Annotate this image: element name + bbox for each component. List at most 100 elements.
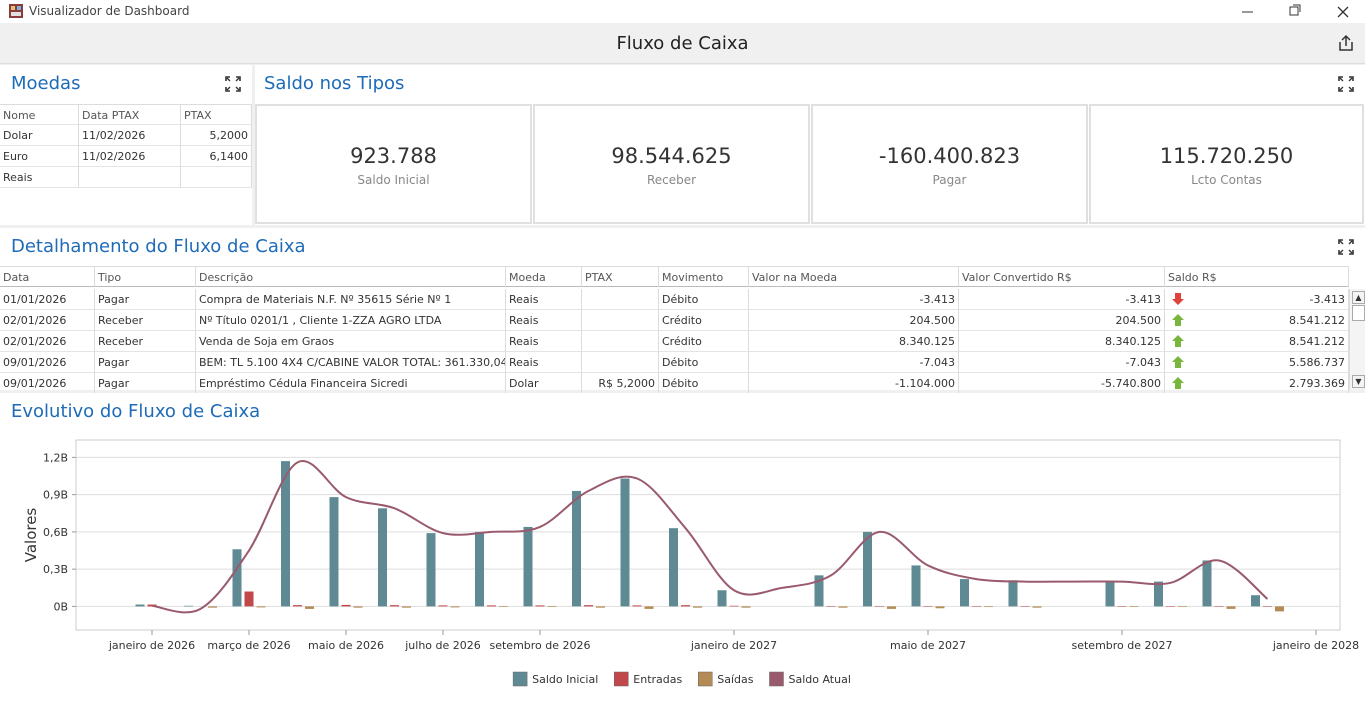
bar (232, 549, 242, 607)
table-cell: 8.541.212 (1165, 310, 1349, 331)
x-tick-label: maio de 2026 (308, 639, 384, 652)
card-value: 98.544.625 (611, 144, 732, 168)
legend-label: Saldo Atual (788, 673, 850, 686)
bar (244, 591, 254, 607)
table-cell (582, 352, 659, 373)
chart: 0B 0,3B 0,6B 0,9B 1,2B Valores janeiro de 2026… (22, 439, 1359, 687)
bar (184, 605, 193, 607)
panel-title: Evolutivo do Fluxo de Caixa (11, 401, 261, 422)
bar (984, 606, 993, 608)
table-cell: Dolar (506, 373, 582, 394)
bar (681, 605, 690, 607)
bar (887, 606, 896, 609)
panel-title: Saldo nos Tipos (264, 73, 405, 94)
table-cell: 09/01/2026 (0, 373, 95, 394)
column-header: Moeda (506, 266, 582, 287)
table-cell (582, 331, 659, 352)
maximize-button[interactable] (1338, 239, 1354, 255)
restore[interactable] (1289, 6, 1299, 16)
bar (632, 605, 642, 607)
y-tick-label: 1,2B (43, 451, 68, 464)
column-header: PTAX (582, 266, 659, 287)
table-cell: Débito (659, 373, 749, 394)
moedas-panel: Moedas Nome Data PTAX PTAX Dolar 11/02/2026 5… (0, 65, 252, 225)
bar (547, 606, 557, 608)
bar (1166, 606, 1175, 607)
bar (1263, 606, 1272, 607)
table-cell: Débito (659, 352, 749, 373)
x-tick-label: janeiro de 2026 (108, 639, 195, 652)
table-cell: Crédito (659, 331, 749, 352)
bar (147, 604, 157, 607)
bar (426, 533, 436, 607)
bar (208, 606, 217, 608)
bar (1129, 606, 1139, 608)
y-tick-label: 0,6B (43, 526, 68, 539)
bar (1275, 606, 1284, 612)
table-cell: 01/01/2026 (0, 289, 95, 310)
close[interactable] (1337, 6, 1349, 18)
bar (341, 604, 351, 607)
table-cell: 8.541.212 (1165, 331, 1349, 352)
panel-title: Detalhamento do Fluxo de Caixa (11, 236, 306, 257)
table-cell: Venda de Soja em Graos (196, 331, 506, 352)
table-cell: 11/02/2026 (79, 146, 181, 167)
table-cell: -3.413 (749, 289, 959, 310)
table-cell: 8.340.125 (749, 331, 959, 352)
table-cell: -1.104.000 (749, 373, 959, 394)
table-cell: Receber (95, 310, 196, 331)
bar (535, 605, 545, 607)
table-cell: Compra de Materiais N.F. Nº 35615 Série … (196, 289, 506, 310)
trend-arrow (1172, 335, 1184, 347)
scrollbar[interactable]: ▲ ▼ (1349, 289, 1365, 390)
bar (499, 606, 508, 608)
bar (875, 606, 884, 607)
table-cell: Pagar (95, 373, 196, 394)
table-cell: -3.413 (1165, 289, 1349, 310)
column-header: Saldo R$ (1165, 266, 1349, 287)
saldo-card: 923.788 Saldo Inicial (255, 104, 532, 224)
table-cell: 204.500 (749, 310, 959, 331)
x-tick-label: setembro de 2027 (1071, 639, 1172, 652)
x-tick-label: setembro de 2026 (489, 639, 590, 652)
bar (1154, 581, 1163, 607)
scroll-up[interactable]: ▲ (1352, 291, 1365, 304)
table-cell: 8.340.125 (959, 331, 1165, 352)
maximize-button[interactable] (1338, 76, 1354, 92)
table-cell: R$ 5,2000 (582, 373, 659, 394)
legend-swatch (769, 671, 784, 687)
bar (353, 606, 363, 608)
bar (305, 606, 314, 609)
bar (1032, 606, 1042, 608)
header: Fluxo de Caixa (0, 23, 1365, 64)
bar (572, 490, 581, 607)
line (151, 459, 1269, 614)
card-label: Lcto Contas (1191, 173, 1262, 187)
window-controls[interactable] (1230, 0, 1365, 23)
bar (1008, 580, 1018, 607)
bar (438, 605, 448, 607)
bar (402, 606, 411, 608)
table-cell: Euro (0, 146, 79, 167)
saldo-card: -160.400.823 Pagar (811, 104, 1088, 224)
table-cell: Reais (506, 331, 582, 352)
bar (256, 606, 266, 608)
table-cell: 11/02/2026 (79, 125, 181, 146)
y-tick-label: 0B (53, 600, 68, 613)
table-cell: 2.793.369 (1165, 373, 1349, 394)
table-cell: Nº Título 0201/1 , Cliente 1-ZZA AGRO LT… (196, 310, 506, 331)
y-axis-title: Valores (22, 508, 40, 563)
export-button[interactable] (1337, 34, 1355, 52)
x-tick-label: julho de 2026 (404, 639, 481, 652)
bar (972, 606, 981, 607)
bar (1202, 560, 1212, 607)
plot-frame (75, 439, 1341, 631)
detalhamento-panel: Detalhamento do Fluxo de Caixa ▲ ▼ Data T… (0, 228, 1365, 394)
scroll-down[interactable]: ▼ (1352, 375, 1365, 388)
table-cell: Débito (659, 289, 749, 310)
maximize-button[interactable] (225, 76, 241, 92)
bar (814, 575, 824, 607)
y-tick-label: 0,3B (43, 563, 68, 576)
scroll-thumb[interactable] (1352, 305, 1365, 321)
